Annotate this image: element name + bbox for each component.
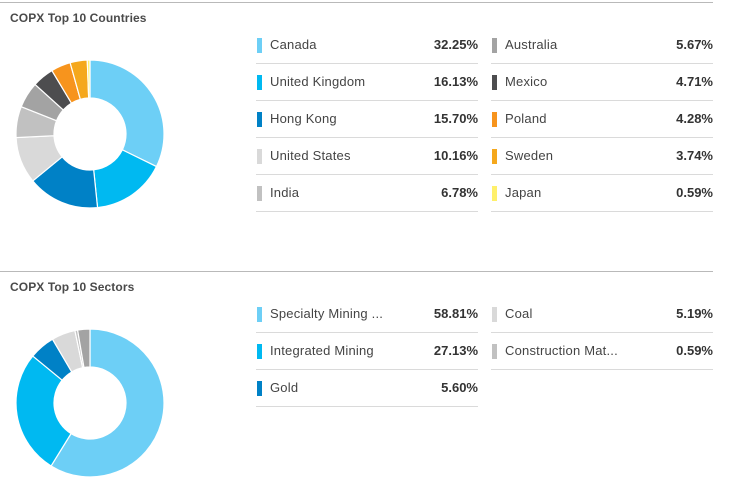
legend-label: Australia [505,37,558,52]
legend-value: 4.71% [676,74,713,89]
legend-row-canada[interactable]: Canada 32.25% [256,27,478,64]
legend-swatch [257,381,262,396]
legend-row-gold[interactable]: Gold 5.60% [256,370,478,407]
section-divider [0,2,713,3]
legend-swatch [492,149,497,164]
legend-value: 4.28% [676,111,713,126]
legend-row-australia[interactable]: Australia 5.67% [491,27,713,64]
legend-swatch [492,186,497,201]
legend-value: 16.13% [433,74,478,89]
legend-value: 5.60% [441,380,478,395]
legend-row-mexico[interactable]: Mexico 4.71% [491,64,713,101]
legend-row-india[interactable]: India 6.78% [256,175,478,212]
legend-row-specialty-mining[interactable]: Specialty Mining ... 58.81% [256,296,478,333]
legend-value: 15.70% [433,111,478,126]
legend-swatch [257,38,262,53]
legend-row-coal[interactable]: Coal 5.19% [491,296,713,333]
donut-slice-integrated-mining[interactable] [15,355,72,467]
legend-value: 10.16% [433,148,478,163]
legend-row-united-states[interactable]: United States 10.16% [256,138,478,175]
legend-label: India [270,185,300,200]
legend-swatch [257,75,262,90]
legend-swatch [492,38,497,53]
countries-legend-left: Canada 32.25% United Kingdom 16.13% Hong Kon… [256,27,478,212]
legend-value: 5.67% [676,37,713,52]
legend-label: Gold [270,380,299,395]
legend-swatch [257,186,262,201]
legend-value: 3.74% [676,148,713,163]
legend-value: 27.13% [433,343,478,358]
legend-label: United Kingdom [270,74,366,89]
legend-row-poland[interactable]: Poland 4.28% [491,101,713,138]
legend-swatch [257,112,262,127]
legend-row-sweden[interactable]: Sweden 3.74% [491,138,713,175]
legend-swatch [492,75,497,90]
donut-slice-specialty-mining[interactable] [50,328,165,478]
legend-value: 5.19% [676,306,713,321]
countries-legend-right: Australia 5.67% Mexico 4.71% Poland 4.28% Swed… [491,27,713,212]
sectors-legend-left: Specialty Mining ... 58.81% Integrated Min… [256,296,478,407]
sectors-title: COPX Top 10 Sectors [10,280,135,294]
legend-label: Canada [270,37,317,52]
section-divider [0,271,713,272]
legend-value: 0.59% [676,185,713,200]
legend-swatch [492,307,497,322]
legend-label: Mexico [505,74,548,89]
sectors-donut-chart [15,328,165,478]
donut-slice-canada[interactable] [89,59,165,168]
legend-label: Japan [505,185,542,200]
legend-label: Specialty Mining ... [270,306,384,321]
sectors-legend-right: Coal 5.19% Construction Mat... 0.59% [491,296,713,370]
legend-label: Coal [505,306,533,321]
legend-row-united-kingdom[interactable]: United Kingdom 16.13% [256,64,478,101]
legend-row-japan[interactable]: Japan 0.59% [491,175,713,212]
countries-donut-chart [15,59,165,209]
legend-value: 58.81% [433,306,478,321]
legend-label: Hong Kong [270,111,337,126]
legend-row-hong-kong[interactable]: Hong Kong 15.70% [256,101,478,138]
legend-row-construction-mat[interactable]: Construction Mat... 0.59% [491,333,713,370]
legend-swatch [257,149,262,164]
legend-swatch [492,344,497,359]
legend-label: Poland [505,111,547,126]
legend-label: United States [270,148,351,163]
legend-label: Construction Mat... [505,343,618,358]
legend-value: 0.59% [676,343,713,358]
donut-slice-other[interactable] [76,328,91,369]
legend-value: 6.78% [441,185,478,200]
legend-swatch [492,112,497,127]
legend-label: Integrated Mining [270,343,374,358]
donut-slice-japan[interactable] [86,59,91,99]
legend-swatch [257,307,262,322]
legend-swatch [257,344,262,359]
legend-value: 32.25% [433,37,478,52]
legend-label: Sweden [505,148,554,163]
legend-row-integrated-mining[interactable]: Integrated Mining 27.13% [256,333,478,370]
countries-title: COPX Top 10 Countries [10,11,147,25]
